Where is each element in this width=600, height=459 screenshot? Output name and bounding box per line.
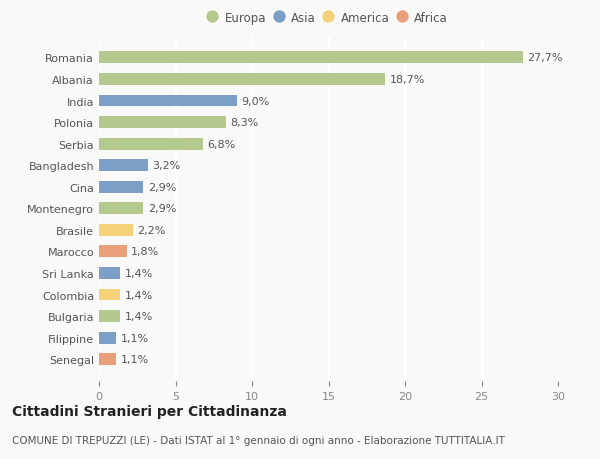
Bar — [99, 139, 203, 150]
Text: 3,2%: 3,2% — [152, 161, 181, 171]
Bar — [99, 353, 116, 365]
Bar — [99, 289, 121, 301]
Bar — [99, 224, 133, 236]
Bar — [99, 117, 226, 129]
Text: 2,9%: 2,9% — [148, 204, 176, 214]
Text: 27,7%: 27,7% — [527, 53, 563, 63]
Text: 9,0%: 9,0% — [241, 96, 269, 106]
Bar — [99, 332, 116, 344]
Text: Cittadini Stranieri per Cittadinanza: Cittadini Stranieri per Cittadinanza — [12, 404, 287, 419]
Text: 1,1%: 1,1% — [121, 333, 149, 343]
Bar — [99, 160, 148, 172]
Bar — [99, 268, 121, 279]
Text: 1,4%: 1,4% — [125, 311, 153, 321]
Text: 1,4%: 1,4% — [125, 269, 153, 278]
Legend: Europa, Asia, America, Africa: Europa, Asia, America, Africa — [206, 8, 451, 28]
Text: 1,1%: 1,1% — [121, 354, 149, 364]
Text: 1,8%: 1,8% — [131, 247, 160, 257]
Bar — [99, 203, 143, 215]
Text: 8,3%: 8,3% — [230, 118, 259, 128]
Bar — [99, 181, 143, 193]
Bar — [99, 310, 121, 322]
Bar — [99, 52, 523, 64]
Text: 18,7%: 18,7% — [390, 75, 425, 85]
Bar — [99, 74, 385, 86]
Text: 2,9%: 2,9% — [148, 182, 176, 192]
Text: 6,8%: 6,8% — [208, 140, 236, 149]
Text: COMUNE DI TREPUZZI (LE) - Dati ISTAT al 1° gennaio di ogni anno - Elaborazione T: COMUNE DI TREPUZZI (LE) - Dati ISTAT al … — [12, 435, 505, 445]
Text: 2,2%: 2,2% — [137, 225, 166, 235]
Bar — [99, 95, 236, 107]
Text: 1,4%: 1,4% — [125, 290, 153, 300]
Bar — [99, 246, 127, 258]
